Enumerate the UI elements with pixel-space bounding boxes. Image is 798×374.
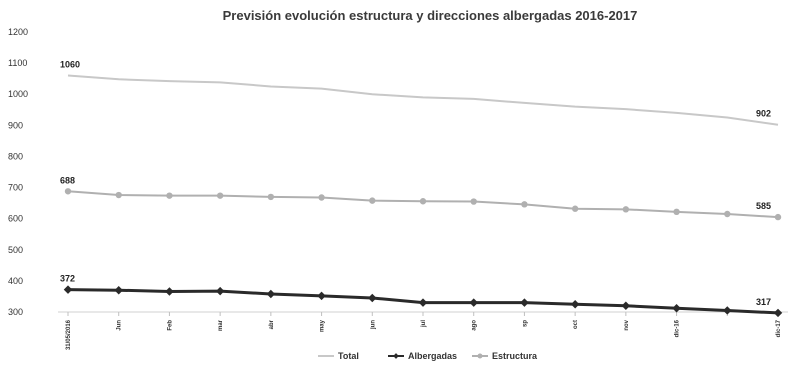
data-point — [672, 304, 681, 313]
data-point — [723, 306, 732, 315]
legend-marker — [477, 353, 483, 359]
y-tick-label: 300 — [8, 307, 23, 317]
legend: Total Albergadas Estructura — [318, 351, 538, 361]
data-point — [63, 285, 73, 294]
data-point — [570, 299, 580, 309]
data-point — [571, 205, 579, 212]
data-label: 372 — [60, 274, 75, 284]
legend-label: Estructura — [492, 351, 538, 361]
data-label: 1060 — [60, 60, 80, 70]
data-point — [215, 286, 225, 296]
data-point — [369, 197, 376, 204]
data-point — [724, 210, 731, 218]
legend-label: Total — [338, 351, 359, 361]
x-tick-label: may — [320, 319, 326, 332]
x-tick-label: 31/05/2016 — [66, 319, 72, 350]
x-tick-label: oct — [573, 320, 579, 329]
x-tick-label: Feb — [167, 320, 173, 331]
x-tick-label: mar — [218, 319, 224, 331]
y-tick-label: 1100 — [8, 58, 27, 68]
data-point — [774, 213, 782, 221]
data-point — [418, 298, 428, 307]
data-label: 585 — [756, 201, 771, 211]
data-point — [216, 192, 224, 199]
data-point — [773, 308, 783, 318]
data-point — [520, 298, 529, 307]
y-tick-label: 900 — [8, 120, 23, 130]
y-tick-label: 1200 — [8, 27, 28, 37]
data-labels: 1060 902 688 585 372 317 — [60, 60, 771, 307]
x-axis: 31/05/2016 Jun Feb mar abr may jun jul ago sp oct n… — [58, 311, 788, 350]
data-point — [266, 289, 276, 299]
y-tick-label: 500 — [8, 245, 23, 255]
y-tick-label: 400 — [8, 276, 23, 286]
legend-label: Albergadas — [408, 351, 457, 361]
x-tick-label: jun — [370, 320, 376, 330]
x-tick-label: abr — [269, 319, 275, 329]
data-label: 317 — [756, 297, 771, 307]
series-line-total — [67, 74, 779, 126]
x-tick-label: dic-16 — [675, 319, 681, 337]
data-point — [317, 291, 326, 301]
chart-title: Previsión evolución estructura y direcci… — [223, 8, 638, 23]
data-point — [166, 192, 173, 199]
data-point — [165, 287, 174, 296]
data-point — [318, 194, 325, 201]
data-point — [622, 206, 630, 213]
x-tick-label: sp — [522, 320, 528, 327]
y-axis-ticks: 1200 1100 1000 900 800 700 600 500 400 300 — [8, 27, 28, 317]
series-layer — [63, 74, 783, 318]
y-tick-label: 600 — [8, 214, 23, 224]
x-tick-label: Jun — [117, 320, 123, 331]
data-point — [114, 285, 123, 295]
data-point — [469, 298, 478, 307]
data-label: 688 — [60, 175, 75, 185]
x-tick-label: dic-17 — [776, 319, 782, 337]
data-point — [673, 208, 680, 216]
data-point — [368, 293, 377, 303]
data-point — [64, 188, 72, 195]
x-tick-label: ago — [472, 320, 478, 331]
data-point — [470, 198, 477, 205]
x-tick-label: nov — [624, 319, 630, 330]
data-label: 902 — [756, 109, 771, 119]
data-point — [419, 198, 427, 205]
data-point — [621, 301, 631, 311]
x-tick-label: jul — [421, 320, 427, 328]
y-tick-label: 1000 — [8, 89, 28, 99]
legend-marker — [393, 353, 399, 359]
data-point — [521, 201, 528, 208]
y-tick-label: 700 — [8, 183, 23, 193]
data-point — [267, 193, 275, 201]
y-tick-label: 800 — [8, 151, 23, 161]
data-point — [115, 191, 122, 199]
